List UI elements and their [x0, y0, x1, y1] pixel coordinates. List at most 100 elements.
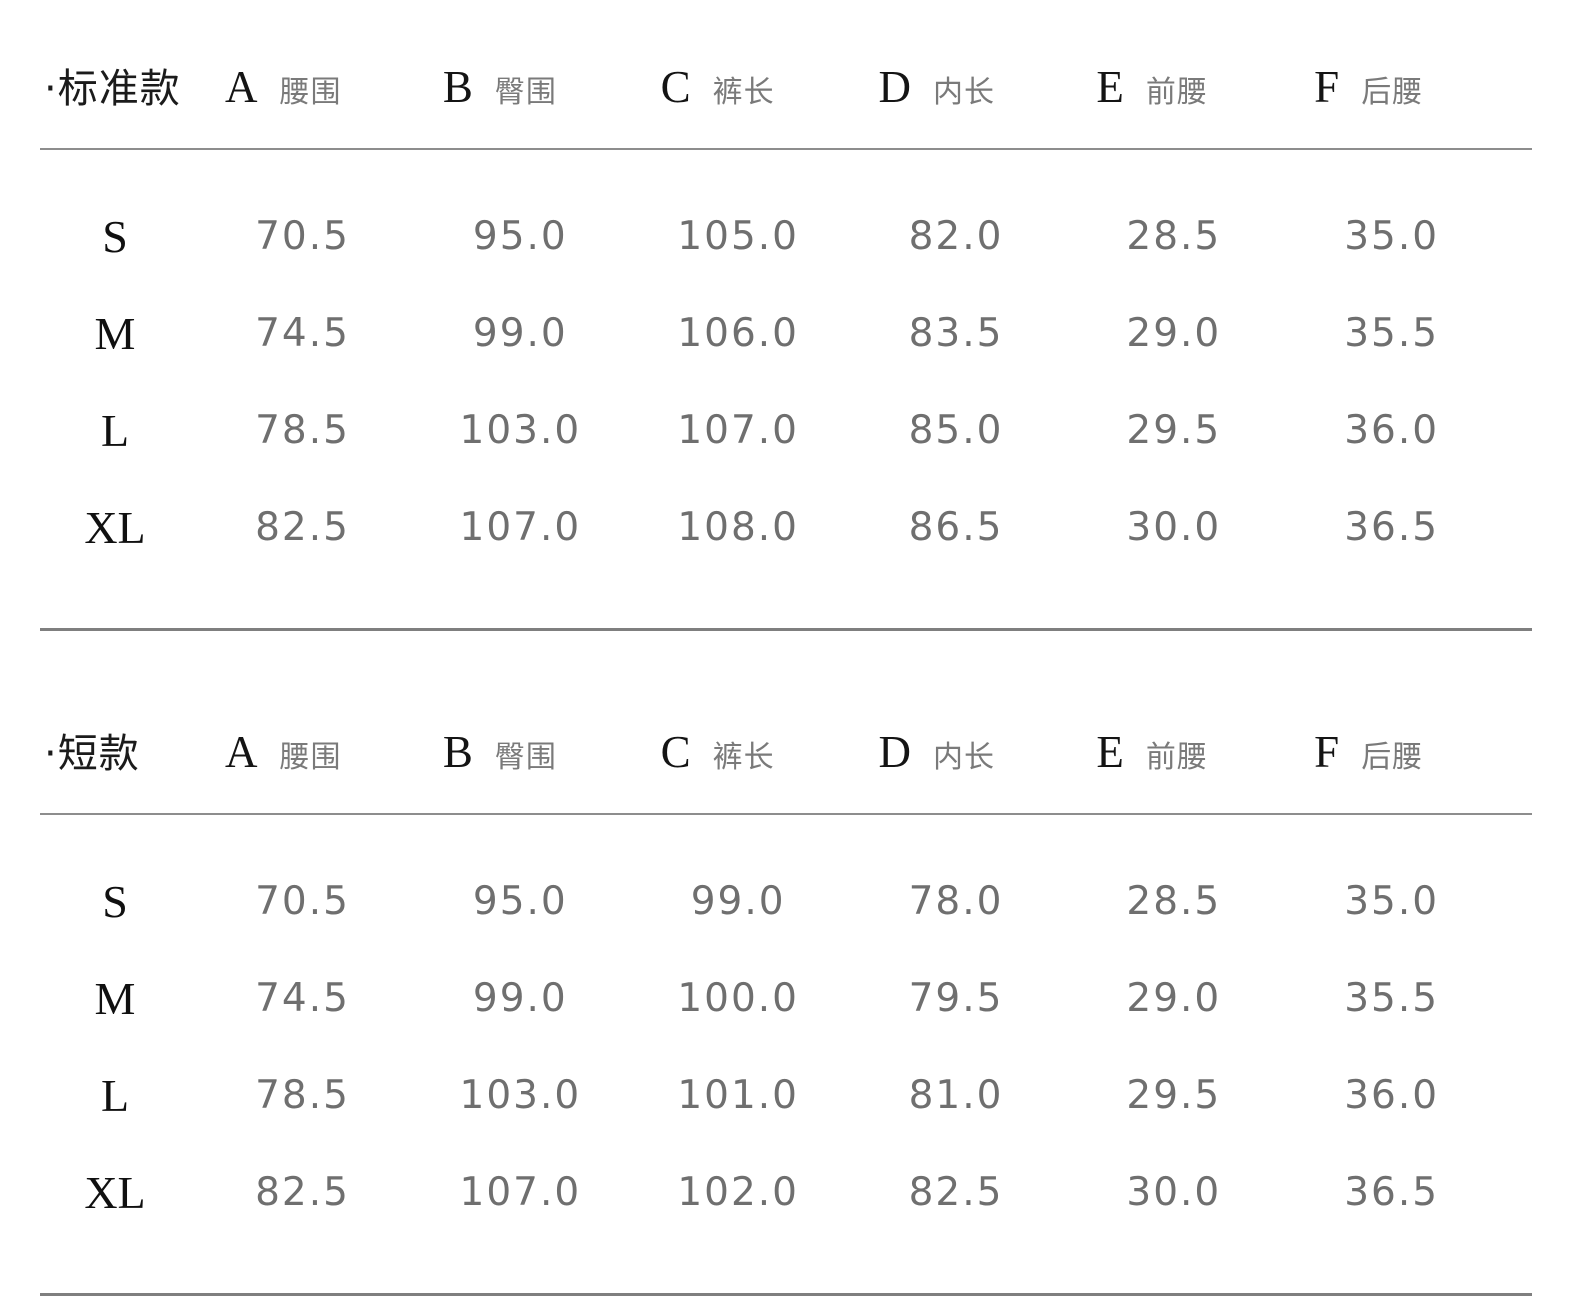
value-cell: 85.0: [878, 408, 1096, 453]
size-section: ·短款 A 腰围 B 臀围 C 裤长 D 内长 E 前腰 F 后腰 S 70.5 95.0 …: [40, 683, 1532, 1296]
header-divider-line: [40, 148, 1532, 150]
size-label: XL: [84, 502, 146, 553]
column-letter: D: [878, 62, 911, 112]
column-header: A 腰围: [225, 61, 443, 113]
value-cell: 35.5: [1314, 976, 1532, 1021]
measurement-value: 70.5: [255, 214, 350, 259]
size-label: M: [94, 973, 136, 1024]
measurement-value: 107.0: [459, 505, 582, 550]
measurement-value: 100.0: [677, 976, 799, 1021]
measurement-value: 35.5: [1344, 976, 1440, 1021]
measurement-value: 107.0: [459, 1170, 582, 1215]
section-title: ·短款: [44, 731, 140, 777]
size-cell: S: [40, 875, 225, 928]
table-row: S 70.5 95.0 99.0 78.0 28.5 35.0: [40, 853, 1532, 950]
section-title: ·标准款: [44, 66, 181, 112]
column-label: 后腰: [1361, 740, 1424, 775]
value-cell: 36.5: [1314, 505, 1532, 550]
column-label: 内长: [932, 75, 995, 110]
column-header: E 前腰: [1096, 61, 1314, 113]
value-cell: 35.0: [1314, 214, 1532, 259]
measurement-value: 85.0: [908, 408, 1004, 453]
value-cell: 35.0: [1314, 879, 1532, 924]
value-cell: 78.5: [225, 408, 443, 453]
measurement-value: 29.0: [1126, 976, 1222, 1021]
measurement-value: 83.5: [908, 311, 1004, 356]
column-letter: A: [225, 727, 258, 777]
table-row: L 78.5 103.0 107.0 85.0 29.5 36.0: [40, 382, 1532, 479]
measurement-value: 28.5: [1126, 879, 1222, 924]
measurement-value: 36.5: [1344, 1170, 1440, 1215]
value-cell: 101.0: [661, 1073, 879, 1118]
column-label: 腰围: [279, 75, 342, 110]
measurement-value: 103.0: [459, 408, 582, 453]
size-cell: XL: [40, 501, 225, 554]
value-cell: 82.5: [225, 505, 443, 550]
size-label: S: [102, 876, 128, 927]
value-cell: 82.0: [878, 214, 1096, 259]
measurement-value: 82.0: [908, 214, 1004, 259]
value-cell: 86.5: [878, 505, 1096, 550]
column-label: 腰围: [279, 740, 342, 775]
measurement-value: 106.0: [677, 311, 799, 356]
measurement-value: 70.5: [255, 879, 350, 924]
table-row: M 74.5 99.0 106.0 83.5 29.0 35.5: [40, 285, 1532, 382]
section-bottom-line: [40, 628, 1532, 631]
size-label: M: [94, 308, 136, 359]
column-header: B 臀围: [443, 61, 661, 113]
column-header: F 后腰: [1314, 726, 1532, 778]
measurement-value: 28.5: [1126, 214, 1222, 259]
column-header: B 臀围: [443, 726, 661, 778]
table-row: S 70.5 95.0 105.0 82.0 28.5 35.0: [40, 188, 1532, 285]
value-cell: 29.0: [1096, 311, 1314, 356]
size-cell: S: [40, 210, 225, 263]
column-header: D 内长: [878, 726, 1096, 778]
measurement-value: 95.0: [472, 879, 568, 924]
value-cell: 95.0: [443, 214, 661, 259]
size-label: S: [102, 211, 128, 262]
measurement-value: 78.5: [255, 408, 350, 453]
column-header: D 内长: [878, 61, 1096, 113]
measurement-value: 30.0: [1126, 505, 1222, 550]
measurement-value: 35.0: [1344, 214, 1440, 259]
column-label: 前腰: [1145, 740, 1208, 775]
column-letter: D: [878, 727, 911, 777]
value-cell: 105.0: [661, 214, 879, 259]
section-rows: S 70.5 95.0 105.0 82.0 28.5 35.0 M 74.5 …: [40, 158, 1532, 620]
value-cell: 70.5: [225, 879, 443, 924]
measurement-value: 82.5: [908, 1170, 1004, 1215]
column-header: C 裤长: [661, 61, 879, 113]
measurement-value: 36.5: [1344, 505, 1440, 550]
column-letter: F: [1314, 727, 1340, 777]
column-letter: C: [660, 62, 691, 112]
measurement-value: 30.0: [1126, 1170, 1222, 1215]
column-header: E 前腰: [1096, 726, 1314, 778]
measurement-value: 35.5: [1344, 311, 1440, 356]
column-header: F 后腰: [1314, 61, 1532, 113]
measurement-value: 36.0: [1344, 408, 1440, 453]
column-label: 内长: [932, 740, 995, 775]
column-label: 裤长: [712, 740, 775, 775]
column-label: 前腰: [1145, 75, 1208, 110]
section-header-row: ·短款 A 腰围 B 臀围 C 裤长 D 内长 E 前腰 F 后腰: [40, 683, 1532, 805]
section-header-row: ·标准款 A 腰围 B 臀围 C 裤长 D 内长 E 前腰 F 后腰: [40, 18, 1532, 140]
measurement-value: 29.5: [1126, 408, 1222, 453]
size-cell: XL: [40, 1166, 225, 1219]
measurement-value: 99.0: [472, 976, 568, 1021]
measurement-value: 107.0: [677, 408, 799, 453]
column-letter: F: [1314, 62, 1340, 112]
table-row: M 74.5 99.0 100.0 79.5 29.0 35.5: [40, 950, 1532, 1047]
measurement-value: 86.5: [908, 505, 1004, 550]
size-cell: L: [40, 404, 225, 457]
measurement-value: 108.0: [677, 505, 799, 550]
column-letter: C: [660, 727, 691, 777]
column-letter: E: [1096, 727, 1124, 777]
table-row: XL 82.5 107.0 108.0 86.5 30.0 36.5: [40, 479, 1532, 576]
measurement-value: 81.0: [908, 1073, 1004, 1118]
table-row: XL 82.5 107.0 102.0 82.5 30.0 36.5: [40, 1144, 1532, 1241]
measurement-value: 29.5: [1126, 1073, 1222, 1118]
column-header: C 裤长: [661, 726, 879, 778]
measurement-value: 103.0: [459, 1073, 582, 1118]
measurement-value: 95.0: [472, 214, 568, 259]
value-cell: 81.0: [878, 1073, 1096, 1118]
